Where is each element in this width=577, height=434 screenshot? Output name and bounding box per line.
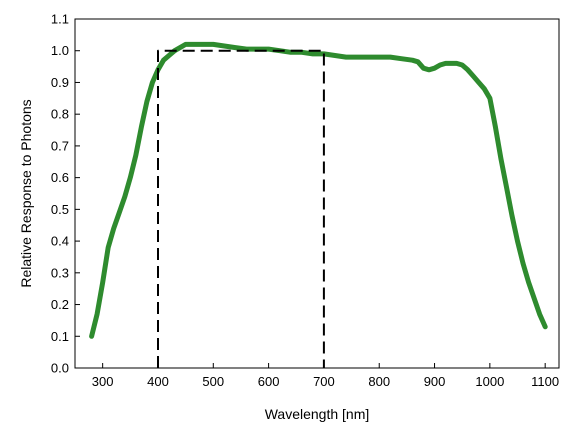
y-tick-label: 0.0 <box>51 361 69 376</box>
y-tick-label: 0.3 <box>51 265 69 280</box>
x-tick-label: 800 <box>368 374 390 389</box>
y-tick-label: 0.1 <box>51 329 69 344</box>
x-tick-label: 1000 <box>475 374 504 389</box>
x-tick-label: 400 <box>147 374 169 389</box>
x-tick-label: 300 <box>92 374 114 389</box>
x-tick-label: 600 <box>258 374 280 389</box>
x-tick-label: 500 <box>202 374 224 389</box>
y-tick-label: 1.1 <box>51 12 69 27</box>
y-tick-label: 0.4 <box>51 234 69 249</box>
band-line <box>157 49 325 368</box>
plot-frame <box>74 18 560 369</box>
x-axis: 300 400 500 600 700 800 900 1000 1100 <box>92 363 559 389</box>
y-axis: 0.0 0.1 0.2 0.3 0.4 0.5 0.6 0.7 0.8 0.9 1.0 1.1 <box>51 12 80 376</box>
y-tick-label: 0.5 <box>51 202 69 217</box>
series-layer <box>89 41 548 368</box>
x-tick-label: 700 <box>313 374 335 389</box>
y-tick-label: 0.8 <box>51 107 69 122</box>
x-tick-label: 900 <box>424 374 446 389</box>
response-curve <box>89 41 548 339</box>
y-tick-label: 0.2 <box>51 297 69 312</box>
y-tick-label: 0.6 <box>51 170 69 185</box>
x-axis-label: Wavelength [nm] <box>265 406 370 422</box>
x-tick-label: 1100 <box>531 374 559 389</box>
y-tick-label: 1.0 <box>51 43 69 58</box>
y-tick-label: 0.9 <box>51 75 69 90</box>
y-tick-label: 0.7 <box>51 138 69 153</box>
y-axis-label: Relative Response to Photons <box>18 99 34 287</box>
